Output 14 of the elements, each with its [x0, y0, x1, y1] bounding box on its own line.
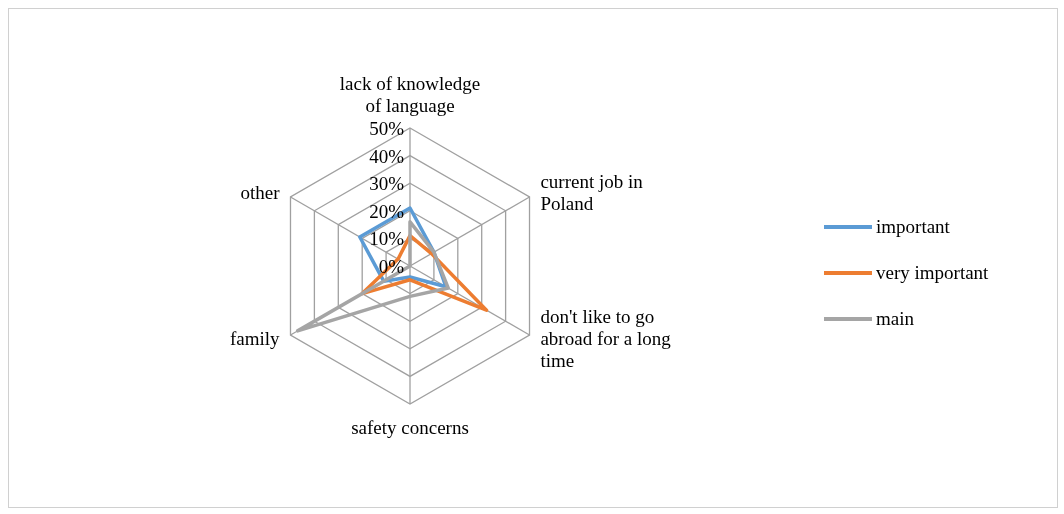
y-tick-label: 50%: [369, 118, 405, 139]
spoke-label: lack of knowledge of language: [339, 73, 481, 116]
spoke-label: current job in Poland: [540, 171, 644, 214]
spoke-label: don't like to go abroad for a long time: [540, 306, 672, 371]
spoke-label: safety concerns: [351, 417, 469, 438]
y-tick-label: 20%: [369, 200, 405, 222]
legend-label: very important: [876, 262, 989, 284]
legend-label: important: [876, 216, 950, 238]
y-tick-label: 40%: [369, 145, 405, 167]
legend-label: main: [876, 308, 914, 330]
spoke-label: other: [240, 182, 281, 203]
y-tick-label: 30%: [369, 173, 405, 195]
spoke-label: family: [229, 328, 281, 349]
y-tick-label: 10%: [369, 228, 405, 250]
